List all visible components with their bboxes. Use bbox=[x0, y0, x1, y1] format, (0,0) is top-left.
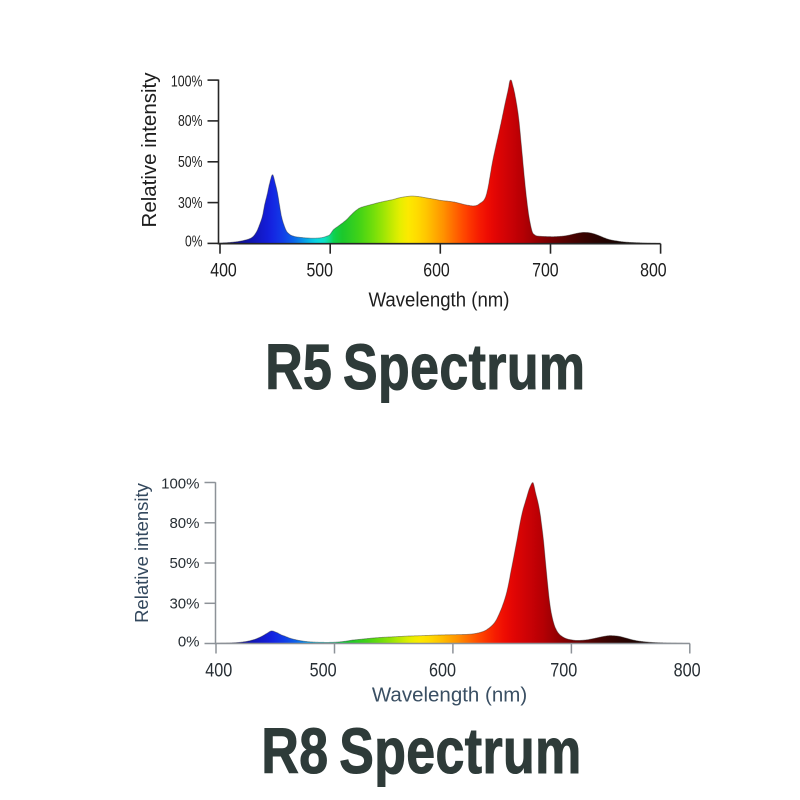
svg-text:600: 600 bbox=[429, 660, 456, 682]
svg-text:600: 600 bbox=[423, 260, 450, 282]
svg-text:700: 700 bbox=[550, 660, 577, 682]
svg-text:400: 400 bbox=[205, 660, 232, 682]
svg-text:700: 700 bbox=[532, 260, 559, 282]
svg-text:80%: 80% bbox=[178, 113, 203, 130]
svg-text:0%: 0% bbox=[185, 233, 203, 250]
svg-text:0%: 0% bbox=[178, 634, 200, 651]
svg-text:800: 800 bbox=[640, 260, 667, 282]
svg-text:100%: 100% bbox=[171, 73, 203, 90]
svg-text:500: 500 bbox=[306, 260, 333, 282]
svg-text:Relative intensity: Relative intensity bbox=[138, 72, 161, 228]
svg-text:80%: 80% bbox=[169, 515, 199, 532]
svg-text:50%: 50% bbox=[178, 154, 203, 171]
svg-text:800: 800 bbox=[674, 660, 701, 682]
svg-text:500: 500 bbox=[310, 660, 337, 682]
svg-text:50%: 50% bbox=[169, 555, 199, 572]
svg-text:30%: 30% bbox=[169, 596, 199, 613]
svg-text:30%: 30% bbox=[178, 195, 203, 212]
svg-text:Relative intensity: Relative intensity bbox=[131, 482, 152, 623]
svg-text:100%: 100% bbox=[161, 476, 199, 493]
svg-text:Wavelength (nm): Wavelength (nm) bbox=[372, 684, 527, 707]
svg-text:Wavelength (nm): Wavelength (nm) bbox=[369, 289, 510, 312]
svg-text:400: 400 bbox=[210, 260, 237, 282]
